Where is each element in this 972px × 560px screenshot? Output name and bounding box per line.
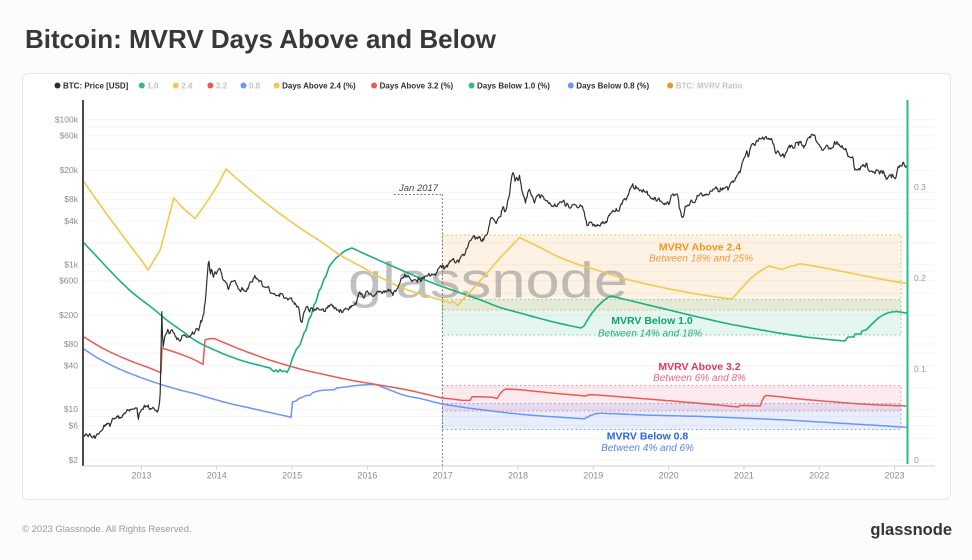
svg-text:Days Above 3.2 (%): Days Above 3.2 (%) <box>380 81 454 90</box>
svg-text:Between 6% and 8%: Between 6% and 8% <box>653 373 746 384</box>
svg-text:0.3: 0.3 <box>914 182 926 192</box>
svg-text:2016: 2016 <box>357 471 377 481</box>
svg-text:$40: $40 <box>64 361 78 371</box>
svg-text:0: 0 <box>914 455 919 465</box>
svg-text:MVRV Above 3.2: MVRV Above 3.2 <box>658 361 740 373</box>
svg-text:2022: 2022 <box>809 471 829 481</box>
svg-text:$2: $2 <box>69 455 79 465</box>
svg-text:$6: $6 <box>69 420 79 430</box>
svg-text:$20k: $20k <box>60 165 79 175</box>
svg-text:2021: 2021 <box>734 471 754 481</box>
svg-text:Between 14% and 18%: Between 14% and 18% <box>598 329 702 340</box>
svg-text:$80: $80 <box>64 339 78 349</box>
svg-text:BTC: Price [USD]: BTC: Price [USD] <box>63 81 129 90</box>
svg-text:Jan 2017: Jan 2017 <box>398 183 439 194</box>
svg-text:2018: 2018 <box>508 471 528 481</box>
svg-text:0.2: 0.2 <box>914 273 926 283</box>
svg-text:Days Below 0.8 (%): Days Below 0.8 (%) <box>576 81 649 90</box>
svg-text:0.1: 0.1 <box>914 364 926 374</box>
svg-text:$10: $10 <box>64 404 78 414</box>
svg-text:$1k: $1k <box>64 259 78 269</box>
svg-text:Between 4% and 6%: Between 4% and 6% <box>601 443 694 454</box>
svg-text:2013: 2013 <box>131 471 151 481</box>
svg-text:MVRV Below 0.8: MVRV Below 0.8 <box>607 431 689 443</box>
svg-text:BTC: MVRV Ratio: BTC: MVRV Ratio <box>676 81 743 90</box>
svg-text:$600: $600 <box>59 276 78 286</box>
svg-text:2020: 2020 <box>659 471 679 481</box>
svg-text:2015: 2015 <box>282 471 302 481</box>
svg-text:2019: 2019 <box>583 471 603 481</box>
svg-text:Days Below 1.0 (%): Days Below 1.0 (%) <box>477 81 550 90</box>
svg-text:Days Above 2.4 (%): Days Above 2.4 (%) <box>282 81 356 90</box>
svg-text:$8k: $8k <box>64 194 78 204</box>
svg-text:1.0: 1.0 <box>147 81 159 90</box>
svg-text:2017: 2017 <box>433 471 453 481</box>
svg-text:$100k: $100k <box>55 115 79 125</box>
svg-text:Between 18% and 25%: Between 18% and 25% <box>649 254 753 265</box>
svg-text:0.8: 0.8 <box>249 81 261 90</box>
svg-text:2023: 2023 <box>884 471 904 481</box>
svg-text:2014: 2014 <box>207 471 227 481</box>
svg-text:3.2: 3.2 <box>216 81 228 90</box>
svg-text:$60k: $60k <box>60 131 79 141</box>
svg-text:$200: $200 <box>59 310 78 320</box>
svg-text:MVRV Above 2.4: MVRV Above 2.4 <box>659 242 741 254</box>
svg-text:2.4: 2.4 <box>181 81 193 90</box>
svg-text:glassnode: glassnode <box>348 253 628 309</box>
svg-text:MVRV Below 1.0: MVRV Below 1.0 <box>611 315 693 327</box>
svg-text:$4k: $4k <box>64 216 78 226</box>
